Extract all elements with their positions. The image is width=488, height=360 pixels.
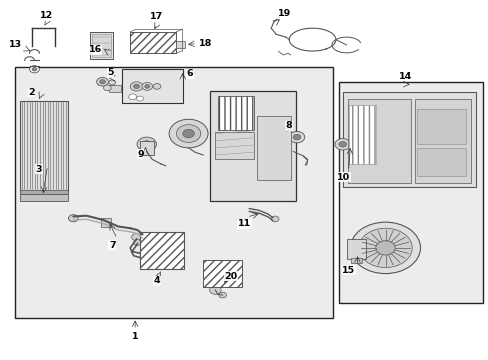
- Circle shape: [142, 82, 152, 90]
- Text: 11: 11: [237, 219, 251, 228]
- Bar: [140, 232, 183, 269]
- Circle shape: [292, 134, 300, 140]
- Circle shape: [271, 216, 279, 222]
- Circle shape: [133, 84, 139, 89]
- Bar: [163, 84, 168, 89]
- Text: 5: 5: [107, 68, 113, 77]
- Bar: [347, 99, 410, 183]
- Circle shape: [68, 215, 78, 222]
- Bar: [203, 260, 242, 287]
- Bar: [348, 105, 375, 164]
- Circle shape: [334, 139, 350, 150]
- Bar: [210, 91, 295, 202]
- Circle shape: [100, 80, 105, 84]
- Text: 7: 7: [109, 240, 115, 249]
- Bar: [140, 141, 153, 155]
- Circle shape: [218, 292, 226, 298]
- Circle shape: [176, 125, 201, 143]
- Bar: [109, 85, 121, 93]
- Text: 4: 4: [153, 276, 160, 285]
- Circle shape: [350, 222, 420, 274]
- Circle shape: [30, 66, 39, 73]
- Text: 10: 10: [336, 173, 349, 182]
- Text: 8: 8: [285, 121, 292, 130]
- Circle shape: [130, 82, 142, 91]
- Bar: [15, 67, 333, 318]
- Bar: [416, 148, 465, 176]
- Circle shape: [153, 84, 161, 89]
- Circle shape: [169, 119, 207, 148]
- Text: 17: 17: [150, 12, 163, 21]
- Circle shape: [209, 286, 221, 294]
- Circle shape: [109, 80, 116, 85]
- Bar: [414, 99, 469, 183]
- Bar: [339, 82, 482, 303]
- Bar: [217, 96, 254, 130]
- Text: 15: 15: [341, 266, 354, 275]
- Circle shape: [32, 67, 37, 71]
- Text: 12: 12: [40, 11, 53, 20]
- Bar: [20, 190, 68, 194]
- Text: 18: 18: [199, 39, 212, 48]
- Text: 20: 20: [224, 272, 237, 281]
- Text: 1: 1: [132, 332, 138, 341]
- Circle shape: [136, 96, 143, 101]
- Text: 16: 16: [88, 45, 102, 54]
- Bar: [90, 32, 113, 59]
- Circle shape: [97, 77, 108, 86]
- Bar: [176, 41, 185, 48]
- Bar: [92, 33, 111, 57]
- Bar: [256, 116, 290, 180]
- Circle shape: [133, 240, 141, 246]
- Bar: [101, 218, 111, 227]
- Circle shape: [375, 241, 394, 255]
- Text: 3: 3: [36, 165, 42, 174]
- Text: 13: 13: [8, 40, 21, 49]
- Circle shape: [131, 234, 141, 241]
- Text: 6: 6: [186, 69, 193, 78]
- Circle shape: [142, 141, 151, 148]
- Circle shape: [103, 85, 111, 91]
- Bar: [122, 69, 183, 103]
- Bar: [20, 194, 68, 202]
- Bar: [346, 239, 366, 258]
- Circle shape: [128, 94, 136, 100]
- Circle shape: [358, 228, 411, 267]
- Circle shape: [183, 129, 194, 138]
- Text: 19: 19: [277, 9, 290, 18]
- Circle shape: [144, 85, 149, 88]
- Text: 14: 14: [399, 72, 412, 81]
- Circle shape: [288, 131, 304, 143]
- Bar: [342, 93, 475, 187]
- Text: 2: 2: [28, 88, 35, 97]
- Bar: [215, 132, 254, 158]
- Bar: [351, 257, 362, 263]
- Text: 9: 9: [137, 150, 143, 159]
- Bar: [416, 109, 465, 144]
- Circle shape: [338, 141, 346, 147]
- Circle shape: [137, 137, 156, 152]
- Bar: [130, 32, 176, 53]
- Bar: [20, 102, 68, 191]
